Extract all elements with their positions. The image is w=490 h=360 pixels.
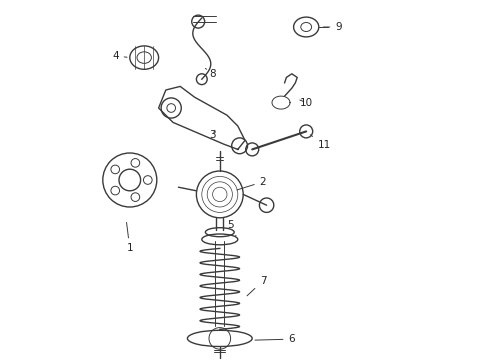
Text: 4: 4 (112, 51, 127, 61)
Text: 10: 10 (300, 98, 313, 108)
Text: 6: 6 (255, 334, 295, 344)
Text: 8: 8 (205, 68, 216, 79)
Text: 1: 1 (126, 222, 133, 253)
Text: 2: 2 (237, 177, 266, 190)
Text: 9: 9 (323, 22, 342, 32)
Text: 11: 11 (310, 135, 331, 150)
Text: 5: 5 (227, 220, 236, 236)
Text: 7: 7 (247, 276, 266, 296)
Text: 3: 3 (209, 130, 216, 140)
